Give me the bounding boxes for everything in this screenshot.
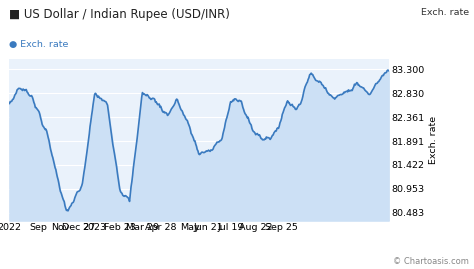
Text: ● Exch. rate: ● Exch. rate — [9, 40, 69, 49]
Text: Exch. rate: Exch. rate — [421, 8, 469, 17]
Text: © Chartoasis.com: © Chartoasis.com — [393, 257, 469, 266]
Text: ■ US Dollar / Indian Rupee (USD/INR): ■ US Dollar / Indian Rupee (USD/INR) — [9, 8, 230, 21]
Y-axis label: Exch. rate: Exch. rate — [429, 116, 438, 164]
